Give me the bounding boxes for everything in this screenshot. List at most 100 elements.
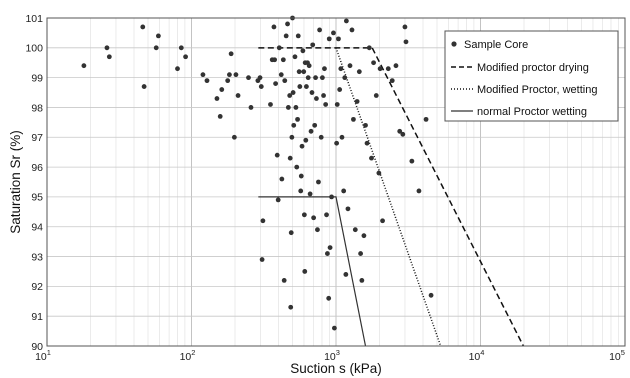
data-point [310,42,316,48]
data-point [298,188,304,194]
data-point [298,173,304,179]
data-point [356,69,362,75]
data-point [319,75,325,81]
series-line-modified-proctor-wetting [335,47,442,346]
data-point [349,27,355,33]
data-point [313,75,318,81]
data-point [155,33,161,39]
data-point [260,218,266,224]
data-point [322,66,327,72]
data-point [303,137,309,143]
data-point [295,116,300,122]
data-point [140,24,146,30]
data-point [393,63,399,69]
data-point [81,63,87,69]
data-point [141,84,147,89]
data-point [402,24,408,30]
data-point [325,251,330,256]
data-point [279,176,285,182]
data-point [327,245,333,251]
data-point [308,128,314,134]
data-point [334,140,340,146]
data-point [271,24,277,30]
data-point [291,122,297,128]
data-point [233,72,239,78]
data-point [292,54,298,60]
x-axis-title: Suction s (kPa) [290,361,382,376]
data-point [338,66,344,72]
data-point [359,278,365,283]
data-point [409,158,415,164]
data-point [296,69,302,75]
data-point [104,45,110,51]
y-tick-label: 98 [31,102,43,114]
data-point [214,96,220,101]
data-point [331,30,336,36]
data-point [204,78,210,84]
data-point [307,191,313,197]
data-point [334,102,340,107]
data-point [278,72,284,78]
data-point [304,84,309,89]
data-point [311,215,317,221]
data-point [289,134,295,140]
data-point [305,75,311,81]
data-point [293,105,299,110]
data-point [248,105,254,110]
data-point [385,66,391,72]
data-point [295,33,301,39]
data-point [351,116,356,122]
data-point [106,54,112,60]
data-point [300,48,306,54]
data-point [183,54,188,60]
sample-points [81,15,434,331]
data-point [326,295,332,301]
data-point [354,99,360,104]
data-point [259,257,265,262]
data-point [227,72,232,78]
legend-marker-sample-core [451,41,457,47]
data-point [315,227,320,233]
data-point [345,206,351,212]
data-point [324,212,329,218]
data-point [219,87,225,92]
legend-label-normal-proctor-wetting: normal Proctor wetting [477,106,587,118]
data-point [347,63,353,69]
data-point [403,39,409,45]
y-tick-label: 100 [25,43,43,55]
data-point [299,143,305,149]
data-point [294,164,300,170]
y-tick-label: 101 [25,13,43,25]
data-point [343,272,349,277]
data-point [297,84,303,89]
data-point [337,87,343,92]
data-point [153,45,159,51]
y-tick-labels: 90 91 92 93 94 95 96 97 98 99 100 101 [25,13,43,353]
y-tick-label: 99 [31,72,43,84]
data-point [280,57,286,63]
data-point [366,45,372,51]
y-tick-label: 91 [31,311,43,323]
data-point [339,134,345,140]
data-point [416,188,422,194]
data-point [323,102,329,107]
data-point [371,60,376,66]
data-point [373,93,379,98]
data-point [288,230,294,236]
legend-label-sample-core: Sample Core [464,39,528,51]
data-point [428,292,434,298]
legend-box [444,30,619,122]
data-point [200,72,206,78]
data-point [369,155,374,161]
data-point [317,27,322,33]
data-point [342,75,348,81]
data-point [302,269,308,274]
data-point [287,93,293,98]
data-point [301,212,307,218]
legend-label-modified-proctor-wetting: Modified Proctor, wetting [477,84,597,96]
data-point [301,69,307,75]
data-point [312,122,318,128]
data-point [306,63,312,69]
data-point [246,75,251,81]
